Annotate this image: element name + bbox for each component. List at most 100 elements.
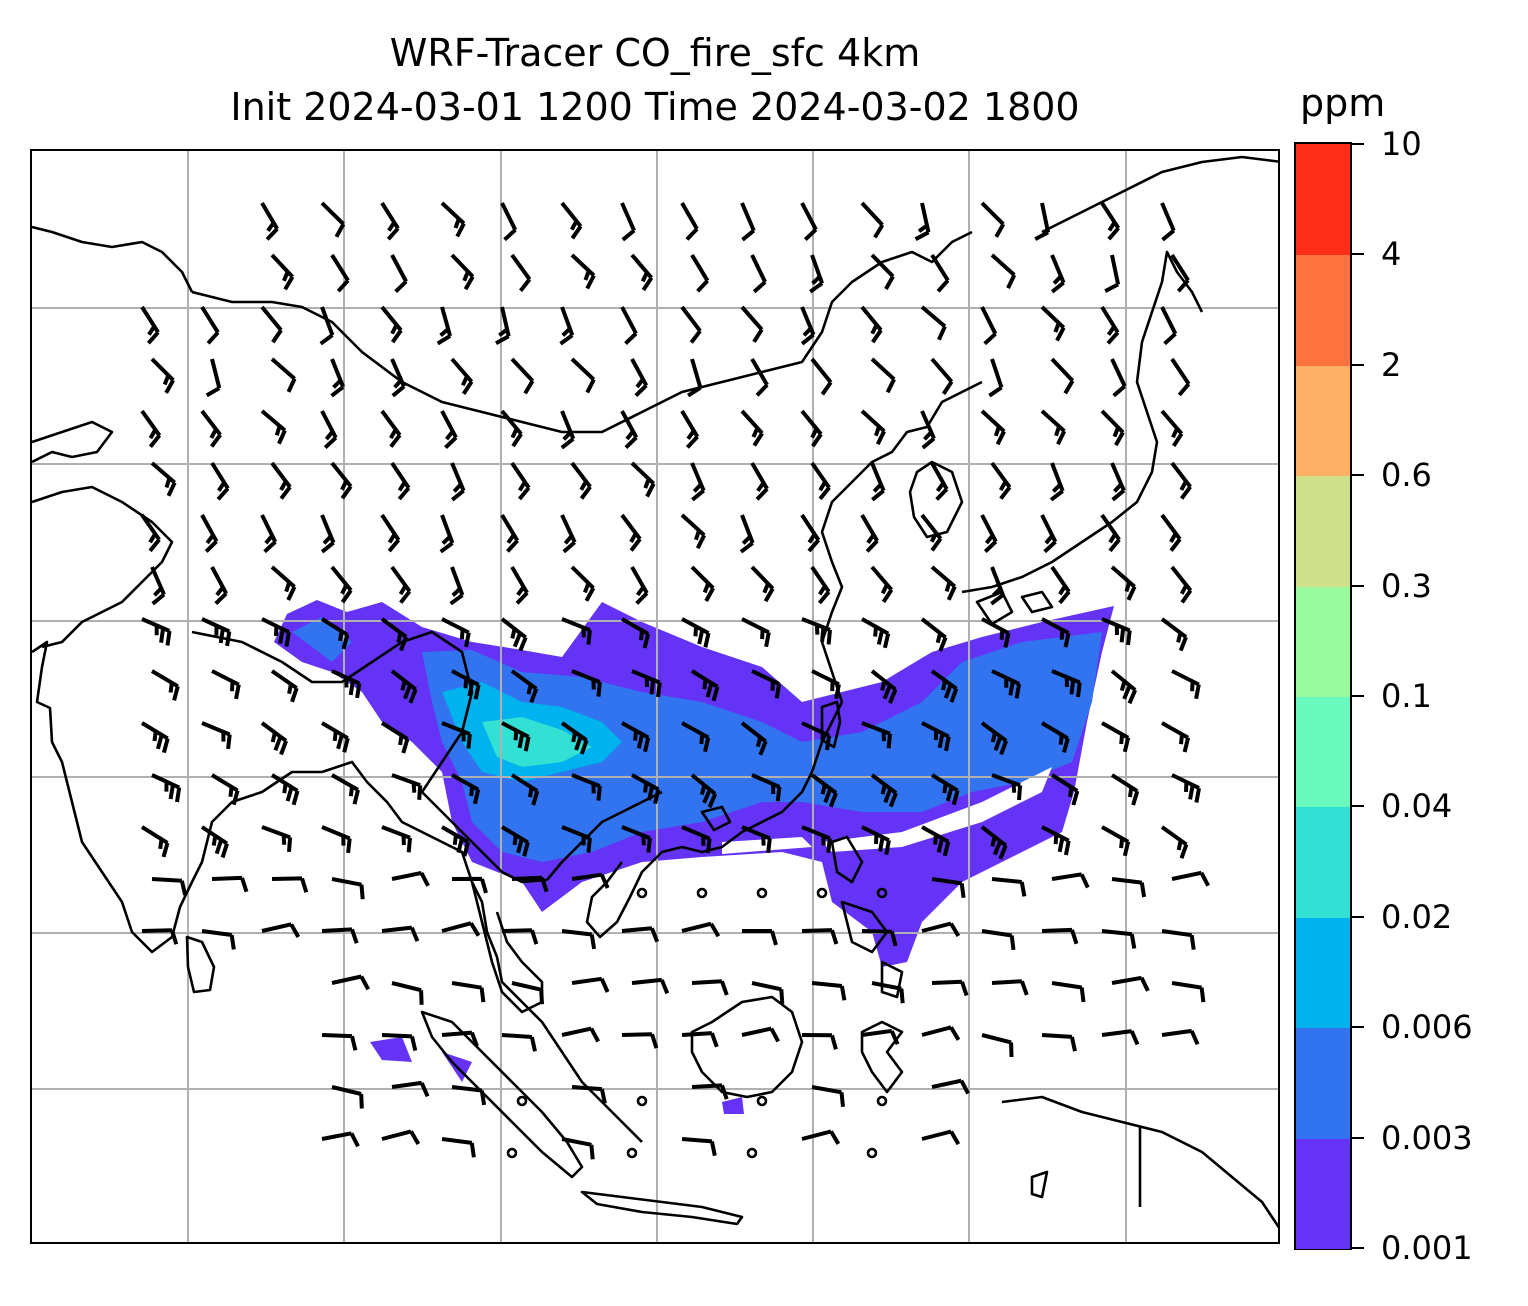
calm-circle [816, 887, 828, 899]
wind-barb [261, 617, 291, 647]
wind-barb [200, 305, 220, 345]
colorbar-tick-label: 10 [1381, 125, 1422, 163]
wind-barb [801, 721, 832, 751]
wind-barb [561, 1137, 595, 1160]
wind-barb [801, 617, 832, 645]
sumatra [420, 1010, 584, 1179]
wind-barb [560, 410, 576, 450]
wind-barb [441, 721, 472, 749]
wind-barb [441, 1137, 476, 1158]
wind-barb [921, 1129, 961, 1146]
wind-barb [1171, 870, 1210, 887]
java [580, 1190, 744, 1226]
wind-barb [930, 253, 950, 293]
colorbar-unit: ppm [1300, 81, 1386, 125]
india-coast [32, 640, 322, 954]
wind-barb [151, 877, 188, 896]
wind-barb [451, 981, 486, 1003]
wind-barb [1101, 825, 1131, 857]
wind-barb [871, 981, 905, 1004]
wind-barb [861, 1028, 900, 1046]
wind-barb [1160, 202, 1176, 242]
wind-barb [439, 514, 455, 554]
wind-barb [631, 773, 661, 805]
wind-barb [210, 461, 230, 501]
wind-barb [1051, 669, 1082, 698]
wind-barb [1100, 305, 1120, 345]
wind-barb [631, 977, 670, 995]
wind-barb [561, 617, 592, 645]
wind-barb [380, 721, 410, 754]
wind-barb [681, 1031, 719, 1048]
wind-barb [1161, 721, 1191, 753]
wind-barb [210, 773, 240, 806]
wind-barb [391, 870, 430, 887]
wind-barb [691, 1083, 729, 1100]
wind-barb [990, 566, 1005, 606]
wind-barb [381, 1033, 418, 1052]
wind-barb [1101, 617, 1132, 646]
colorbar-tick-label: 2 [1381, 345, 1402, 384]
wind-barb [1171, 669, 1201, 700]
wind-barb [920, 305, 947, 341]
wind-barb [920, 410, 936, 450]
wind-barb [750, 357, 769, 397]
wind-barb [930, 462, 949, 501]
wind-barb [510, 357, 535, 395]
wind-barb [621, 617, 651, 649]
colorbar-segment [1296, 916, 1350, 1029]
wind-barb [980, 721, 1009, 756]
wind-barb [1171, 981, 1206, 1003]
wind-barb [1050, 773, 1080, 806]
wind-barb [320, 201, 346, 238]
wind-barb [1110, 462, 1126, 502]
wind-barb [331, 669, 362, 699]
wind-barb [751, 669, 782, 699]
wind-barb [330, 358, 345, 398]
wind-barb [1111, 975, 1150, 992]
co-fire-plume [274, 600, 1114, 1114]
wind-barb [390, 669, 418, 704]
wind-barb [860, 409, 886, 446]
calm-circle [626, 1147, 638, 1159]
wind-barb [270, 357, 297, 393]
wind-barb [690, 669, 720, 702]
colorbar-segment [1296, 1027, 1350, 1139]
wind-barb [270, 461, 292, 500]
wind-barb [260, 201, 279, 241]
wind-barb [1041, 617, 1071, 648]
wind-barb [331, 974, 370, 991]
wind-barb [211, 875, 249, 893]
colorbar-segment [1296, 696, 1350, 808]
japan-honshu [961, 250, 1204, 594]
wind-barb [690, 462, 706, 502]
borneo [690, 995, 804, 1099]
wind-barb [1110, 565, 1137, 601]
colorbar-segment [1296, 1137, 1350, 1249]
wind-barb [319, 306, 335, 346]
wind-barb [321, 1033, 358, 1051]
wind-barb [501, 721, 531, 752]
wind-barb [931, 979, 969, 997]
wind-barb [988, 358, 1004, 398]
colorbar-segment [1296, 254, 1350, 366]
colorbar-tick [1352, 474, 1364, 477]
wind-barb [1040, 305, 1066, 342]
wind-barb [140, 409, 162, 449]
wind-barb [571, 669, 602, 697]
wind-barb [991, 877, 1027, 897]
wind-barb [860, 305, 883, 344]
wind-barb [151, 773, 182, 803]
wind-barb [1111, 877, 1147, 898]
wind-barb [141, 617, 172, 646]
wind-barb [681, 1137, 717, 1157]
wind-barb [260, 305, 283, 344]
caspian-area [32, 420, 114, 464]
wind-barb [140, 305, 160, 345]
colorbar-tick-label: 0.006 [1381, 1008, 1473, 1047]
wind-barb [861, 617, 891, 649]
wind-barb [680, 202, 699, 241]
wind-barb [571, 773, 602, 801]
wind-barb [150, 669, 180, 701]
japan-kyushu [975, 590, 1054, 626]
